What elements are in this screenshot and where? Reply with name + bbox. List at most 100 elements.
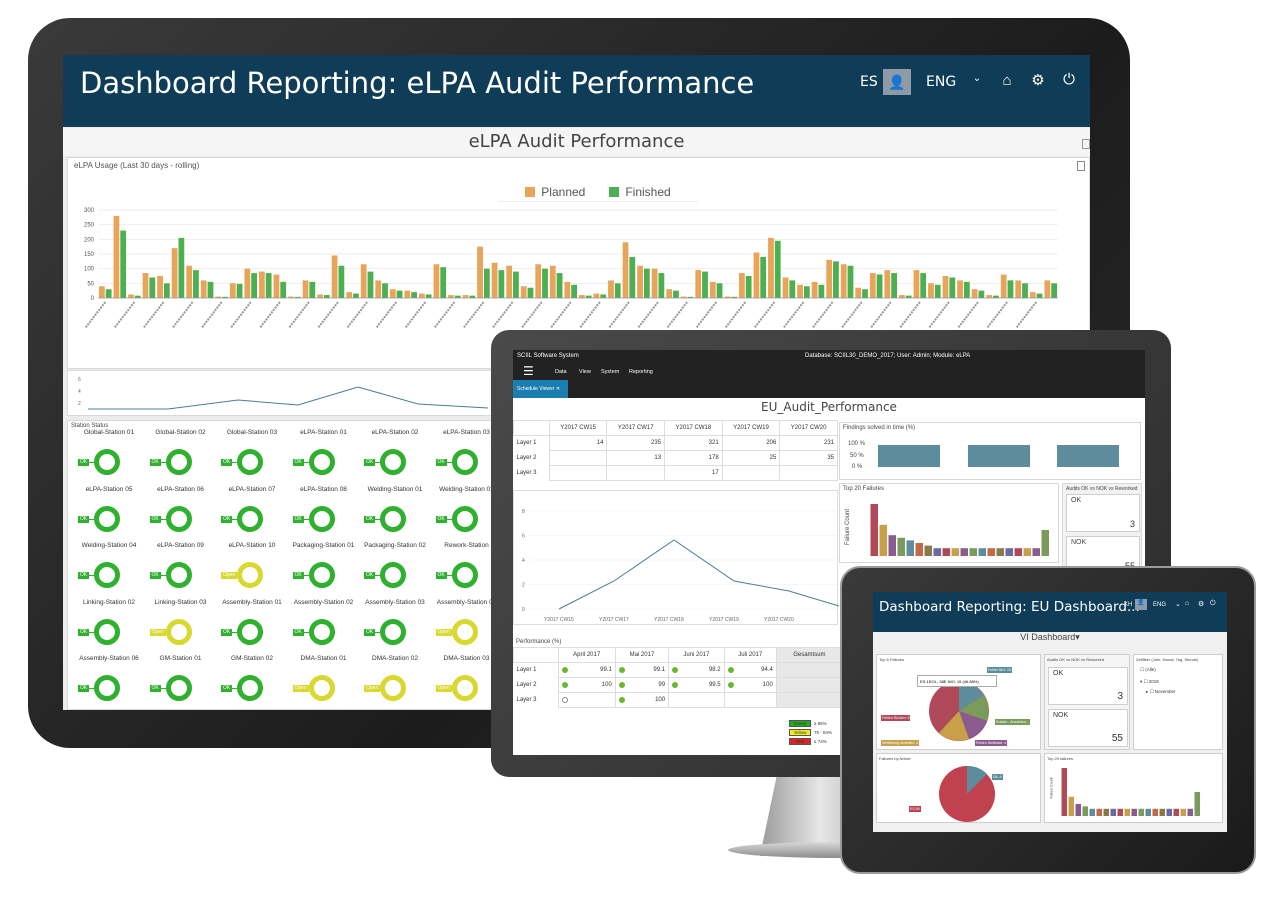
bar-finished[interactable] (396, 290, 403, 298)
bar-planned[interactable] (171, 248, 178, 298)
bar-finished[interactable] (571, 284, 577, 298)
station-tile[interactable]: eLPA-Station 05 OK (74, 486, 144, 542)
failure-bar[interactable] (1089, 808, 1096, 816)
bar-finished[interactable] (702, 271, 708, 298)
station-tile[interactable]: Welding-Station 04 OK (74, 542, 144, 598)
failure-bar[interactable] (978, 548, 987, 556)
bar-planned[interactable] (709, 281, 716, 298)
failure-bar[interactable] (1138, 808, 1145, 816)
failure-bar[interactable] (1014, 548, 1023, 556)
failure-bar[interactable] (987, 548, 996, 556)
bar-finished[interactable] (294, 296, 301, 298)
bar-planned[interactable] (506, 265, 513, 298)
bar-finished[interactable] (920, 273, 927, 298)
bar-finished[interactable] (687, 296, 694, 298)
bar-planned[interactable] (768, 237, 774, 298)
bar-finished[interactable] (1051, 283, 1057, 298)
bar-finished[interactable] (905, 295, 912, 298)
bar-finished[interactable] (585, 295, 592, 298)
bar-finished[interactable] (251, 273, 257, 298)
failure-bar[interactable] (996, 548, 1005, 556)
failure-bar[interactable] (1152, 808, 1159, 816)
failure-bar[interactable] (1110, 808, 1117, 816)
bar-finished[interactable] (818, 284, 825, 298)
station-tile[interactable]: eLPA-Station 06 OK (146, 486, 216, 542)
bar-planned[interactable] (273, 274, 280, 298)
bar-finished[interactable] (236, 283, 243, 298)
bar-finished[interactable] (774, 240, 781, 298)
bar-finished[interactable] (425, 294, 432, 298)
bar-planned[interactable] (1000, 274, 1007, 298)
bar-planned[interactable] (419, 293, 425, 298)
bar-planned[interactable] (564, 281, 571, 298)
bar-finished[interactable] (367, 271, 374, 298)
bar-planned[interactable] (608, 280, 614, 298)
bar-planned[interactable] (462, 295, 469, 298)
failure-bar[interactable] (1023, 548, 1032, 556)
station-tile[interactable]: eLPA-Station 10 Open (217, 542, 287, 598)
bar-planned[interactable] (535, 264, 542, 298)
phone-user[interactable]: KH (1124, 602, 1133, 608)
station-tile[interactable]: DMA-Station 02 Open (360, 655, 430, 710)
bar-finished[interactable] (803, 286, 810, 298)
failure-bar[interactable] (1180, 808, 1187, 816)
station-tile[interactable]: DMA-Station 03 Open (432, 655, 502, 710)
failure-bar[interactable] (1041, 530, 1050, 556)
failure-bar[interactable] (1159, 808, 1166, 816)
bar-finished[interactable] (949, 277, 956, 298)
bar-planned[interactable] (1029, 292, 1036, 298)
station-tile[interactable]: Assembly-Station 03 OK (360, 599, 430, 655)
bar-finished[interactable] (847, 265, 854, 298)
bar-finished[interactable] (1036, 293, 1043, 298)
failure-bar[interactable] (1131, 808, 1138, 816)
bar-finished[interactable] (163, 283, 170, 298)
bar-planned[interactable] (971, 289, 978, 298)
station-tile[interactable]: GM-Station 01 OK (146, 655, 216, 710)
bar-planned[interactable] (288, 296, 294, 298)
failure-bar[interactable] (1194, 792, 1201, 816)
failure-bar[interactable] (1124, 808, 1131, 816)
bar-finished[interactable] (833, 261, 839, 298)
bar-planned[interactable] (579, 295, 585, 298)
bar-planned[interactable] (215, 296, 222, 298)
failure-bar[interactable] (1173, 808, 1180, 816)
bar-planned[interactable] (753, 252, 760, 298)
station-tile[interactable]: Welding-Station 02 OK (432, 486, 502, 542)
station-tile[interactable]: eLPA-Station 02 OK (360, 429, 430, 485)
bar-planned[interactable] (942, 276, 949, 298)
bar-finished[interactable] (323, 295, 330, 298)
bar-finished[interactable] (614, 283, 621, 298)
menu-view[interactable]: View (579, 369, 591, 375)
phone-chevron-icon[interactable]: ⌄ (1175, 601, 1181, 608)
bar-planned[interactable] (739, 273, 745, 298)
bar-finished[interactable] (382, 283, 388, 298)
failure-bar[interactable] (1187, 808, 1194, 816)
gear-icon[interactable]: ⚙ (1031, 72, 1045, 89)
phone-subtitle[interactable]: VI Dashboard▾ (1020, 632, 1080, 642)
bar-planned[interactable] (811, 281, 818, 298)
bar-finished[interactable] (862, 289, 868, 298)
language-es[interactable]: ES (860, 74, 878, 90)
bar-finished[interactable] (978, 290, 985, 298)
menu-data[interactable]: Data (555, 369, 567, 375)
bar-planned[interactable] (797, 284, 803, 298)
failure-bar[interactable] (870, 504, 879, 556)
station-tile[interactable]: DMA-Station 01 Open (289, 655, 359, 710)
bar-planned[interactable] (957, 280, 963, 298)
bar-finished[interactable] (469, 295, 476, 298)
bar-planned[interactable] (433, 264, 440, 298)
bar-finished[interactable] (891, 273, 897, 298)
bar-planned[interactable] (666, 289, 673, 298)
bar-planned[interactable] (99, 286, 105, 298)
bar-finished[interactable] (134, 295, 141, 298)
bar-finished[interactable] (1007, 280, 1014, 298)
bar-planned[interactable] (142, 273, 149, 298)
filter-year[interactable]: ▾ ☐ 2018 (1140, 679, 1159, 684)
bar-planned[interactable] (986, 295, 993, 298)
station-tile[interactable]: Assembly-Station 01 OK (217, 599, 287, 655)
expand-icon[interactable] (1082, 139, 1090, 149)
menu-reporting[interactable]: Reporting (629, 369, 653, 375)
bar-finished[interactable] (876, 274, 883, 298)
bar-finished[interactable] (1022, 283, 1028, 298)
bar-finished[interactable] (745, 276, 752, 298)
